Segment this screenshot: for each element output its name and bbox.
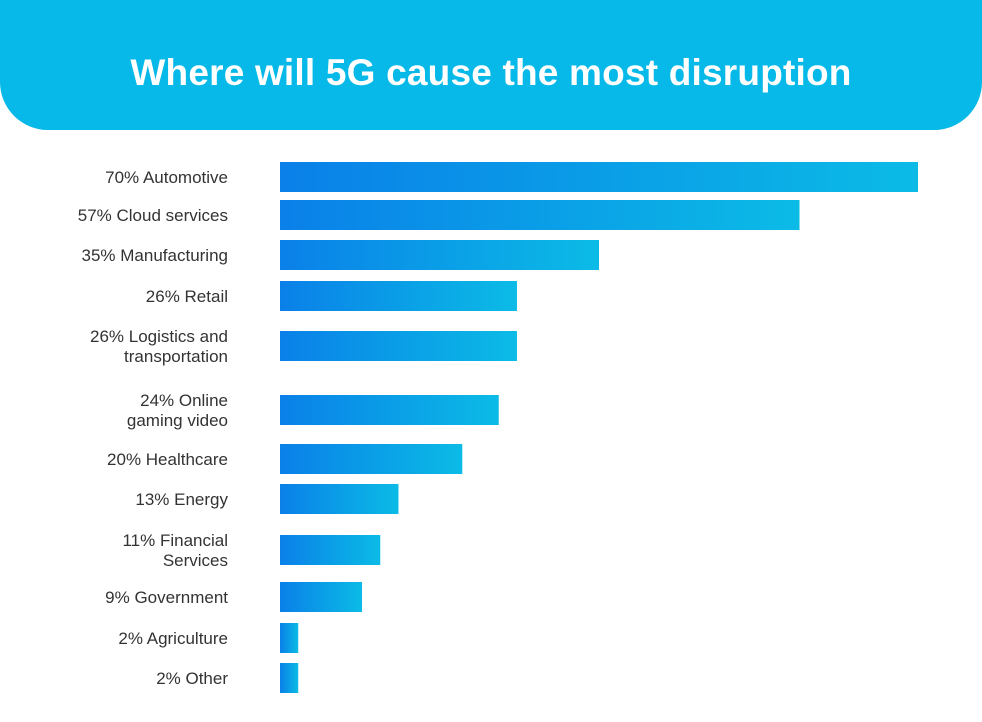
bar-logistics-and-transportation: [280, 331, 517, 361]
category-label: 57% Cloud services: [78, 206, 228, 225]
category-label-line: 70% Automotive: [105, 168, 228, 187]
category-label-line: 20% Healthcare: [107, 450, 228, 469]
category-label-line: 11% Financial: [122, 531, 228, 550]
category-label: 11% Financial Services: [122, 531, 228, 570]
category-label-line: 57% Cloud services: [78, 206, 228, 225]
category-label-line: transportation: [124, 347, 228, 366]
bar-energy: [280, 484, 399, 514]
category-label-line: 9% Government: [105, 588, 228, 607]
bar-group: [280, 162, 918, 693]
chart-title: Where will 5G cause the most disruption: [130, 52, 852, 93]
bar-cloud-services: [280, 200, 800, 230]
bar-retail: [280, 281, 517, 311]
bar-agriculture: [280, 623, 299, 653]
category-label: 70% Automotive: [105, 168, 228, 187]
category-label: 9% Government: [105, 588, 228, 607]
bar-government: [280, 582, 363, 612]
category-label: 2% Other: [156, 669, 228, 688]
bar-other: [280, 663, 299, 693]
category-label: 24% Online gaming video: [127, 391, 228, 430]
category-label-line: 2% Agriculture: [118, 629, 228, 648]
title-banner: Where will 5G cause the most disruption: [0, 0, 982, 130]
bar-financial-services: [280, 535, 381, 565]
category-label-line: Services: [163, 551, 228, 570]
category-label-line: 13% Energy: [135, 490, 228, 509]
category-label-line: 26% Logistics and: [90, 327, 228, 346]
category-label: 26% Retail: [146, 287, 228, 306]
category-label: 20% Healthcare: [107, 450, 228, 469]
category-label-line: 2% Other: [156, 669, 228, 688]
bar-online-gaming-video: [280, 395, 499, 425]
bar-automotive: [280, 162, 918, 192]
category-label: 2% Agriculture: [118, 629, 228, 648]
category-label-line: 35% Manufacturing: [82, 246, 228, 265]
category-label-line: gaming video: [127, 411, 228, 430]
category-labels: 70% Automotive 57% Cloud services 35% Manu…: [78, 168, 229, 688]
bar-manufacturing: [280, 240, 599, 270]
category-label: 13% Energy: [135, 490, 228, 509]
category-label: 35% Manufacturing: [82, 246, 228, 265]
category-label: 26% Logistics and transportation: [90, 327, 228, 366]
bar-healthcare: [280, 444, 463, 474]
category-label-line: 24% Online: [140, 391, 228, 410]
category-label-line: 26% Retail: [146, 287, 228, 306]
